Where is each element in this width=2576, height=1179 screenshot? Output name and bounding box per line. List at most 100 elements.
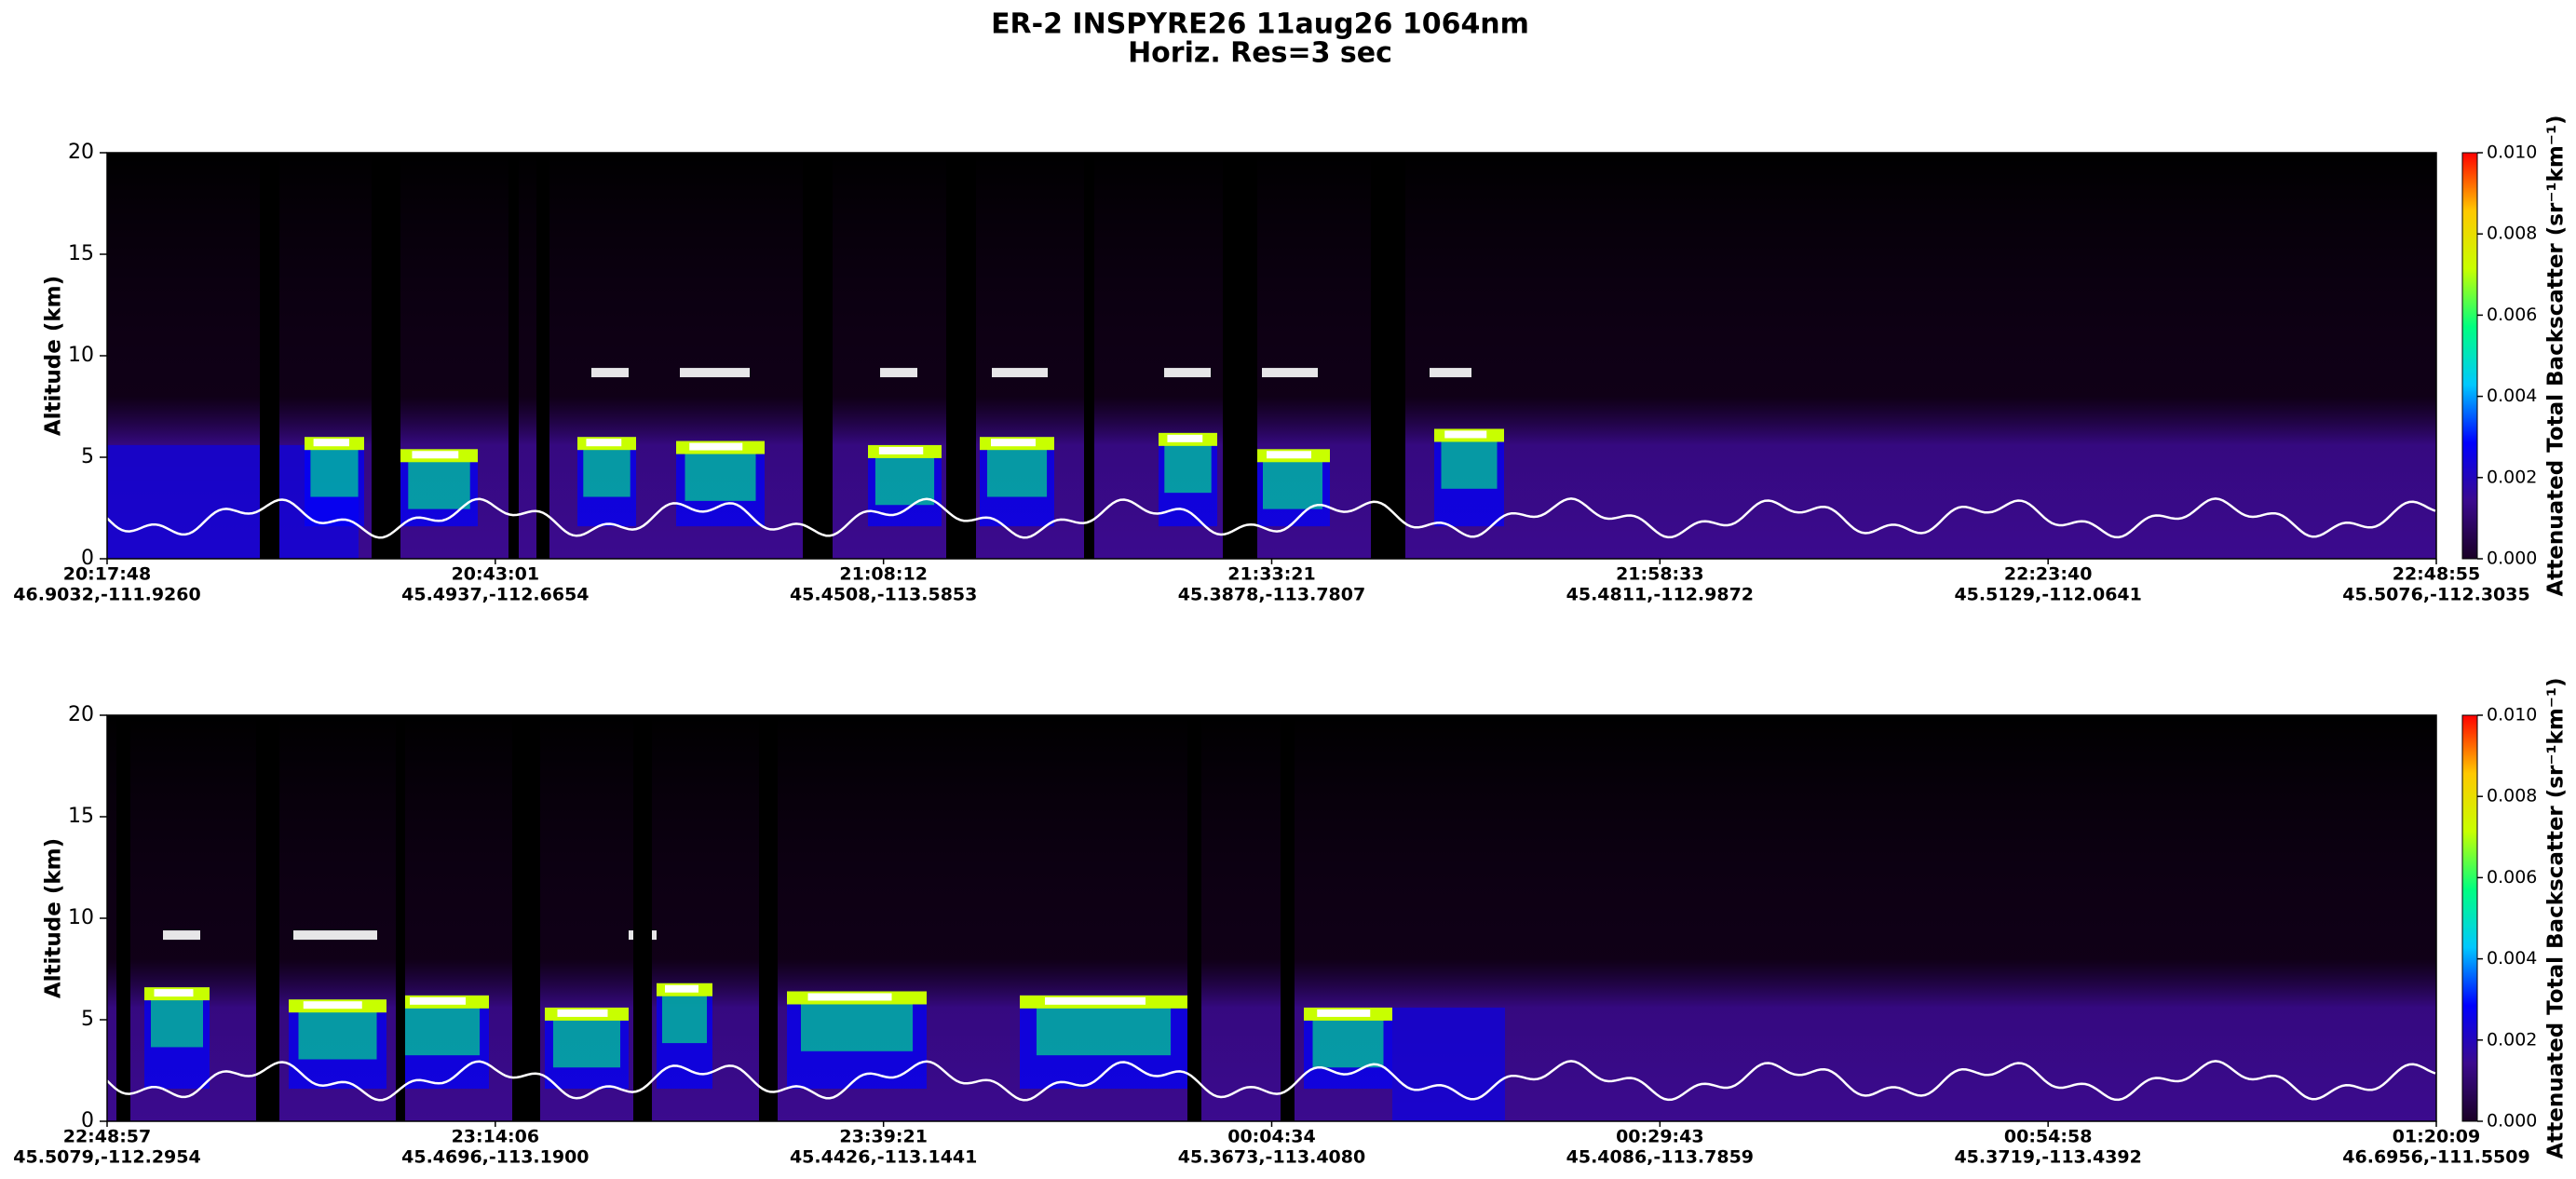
cloud-core [154,989,194,997]
data-gap [1223,153,1257,559]
cloud-core [586,439,622,447]
data-gap [1281,715,1295,1121]
colorbar-tick-label: 0.008 [2487,786,2537,806]
colorbar [2461,152,2478,560]
x-tick-time: 21:33:21 [1227,564,1316,585]
x-tick-location: 45.5129,-112.0641 [1954,585,2141,605]
cloud-core [1267,451,1311,459]
data-gap [508,153,519,559]
x-tick-time: 20:43:01 [452,564,540,585]
high-cloud [1262,368,1318,378]
y-axis-label: Altitude (km) [42,838,66,998]
high-cloud [293,930,377,941]
cloud-mid [1263,460,1322,509]
colorbar-tick-label: 0.008 [2487,224,2537,244]
x-tick-time: 22:23:40 [2004,564,2093,585]
cloud-core [665,984,698,993]
cloud-core [1167,434,1203,442]
high-cloud [591,368,629,378]
colorbar-tick-label: 0.004 [2487,948,2537,969]
cloud-core [991,439,1036,447]
colorbar-label: Attenuated Total Backscatter (sr⁻¹km⁻¹) [2544,115,2569,596]
cloud-mid [298,1010,377,1060]
y-axis-label: Altitude (km) [42,276,66,436]
cloud-core [313,439,349,447]
subtitle: Horiz. Res=3 sec [1128,37,1392,70]
x-tick-location: 45.3719,-113.4392 [1954,1147,2141,1168]
x-tick-time: 22:48:55 [2393,564,2481,585]
high-cloud [880,368,917,378]
x-tick-location: 46.9032,-111.9260 [13,585,200,605]
data-gap [256,715,279,1121]
data-gap [1187,715,1201,1121]
data-gap [803,153,833,559]
x-tick-time: 21:58:33 [1616,564,1704,585]
colorbar [2461,714,2478,1122]
y-tick-label: 5 [81,1008,94,1031]
cloud-mid [151,998,203,1048]
x-tick-time: 22:48:57 [63,1127,152,1147]
x-tick-time: 01:20:09 [2393,1127,2481,1147]
cloud-mid [987,448,1047,497]
colorbar-tick-label: 0.002 [2487,1029,2537,1050]
cloud-core [1444,430,1487,439]
curtain-image [107,715,2436,1121]
data-gap [633,715,652,1121]
cloud-core [303,1001,362,1010]
y-tick-label: 15 [68,242,94,265]
x-tick-location: 45.4811,-112.9872 [1566,585,1754,605]
cloud-core [807,993,892,1001]
y-tick-label: 10 [68,344,94,367]
data-gap [512,715,540,1121]
high-cloud [1164,368,1211,378]
high-cloud [992,368,1048,378]
high-cloud [1430,368,1471,378]
colorbar-tick-label: 0.002 [2487,467,2537,487]
x-tick-time: 00:54:58 [2004,1127,2093,1147]
cloud-mid [1441,440,1498,489]
cloud-mid [408,460,470,509]
surface-line [107,497,2436,539]
data-gap [372,153,400,559]
cloud-core [878,446,924,454]
cloud-core [1317,1009,1371,1017]
y-tick-label: 0 [81,547,94,570]
x-tick-time: 21:08:12 [839,564,928,585]
cloud-mid [310,448,359,497]
x-tick-time: 23:39:21 [839,1127,928,1147]
colorbar-tick-label: 0.010 [2487,705,2537,725]
cloud-core [412,451,459,459]
data-gap [116,715,130,1121]
y-tick-label: 15 [68,805,94,828]
data-gap [1084,153,1094,559]
data-gap [536,153,549,559]
x-tick-location: 45.4086,-113.7859 [1566,1147,1754,1168]
y-tick-label: 10 [68,906,94,929]
cloud-mid [801,1002,913,1051]
haze [1392,1007,1505,1121]
cloud-mid [583,448,630,497]
y-tick-label: 20 [68,141,94,164]
cloud-core [557,1009,608,1017]
cloud-mid [553,1018,620,1068]
curtain-image [107,153,2436,559]
cloud-mid [874,455,935,506]
x-tick-location: 45.4696,-113.1900 [401,1147,589,1168]
y-tick-label: 5 [81,445,94,468]
x-tick-time: 20:17:48 [63,564,152,585]
surface-line [107,1060,2436,1102]
colorbar-tick-label: 0.006 [2487,305,2537,325]
x-tick-location: 45.4508,-113.5853 [790,585,977,605]
cloud-mid [662,994,707,1044]
x-tick-location: 45.5076,-112.3035 [2342,585,2529,605]
cloud-mid [1037,1006,1171,1056]
cloud-core [1045,996,1146,1005]
x-tick-time: 23:14:06 [452,1127,540,1147]
cloud-mid [1164,443,1212,494]
high-cloud [163,930,200,941]
colorbar-tick-label: 0.004 [2487,386,2537,406]
high-cloud [680,368,750,378]
data-gap [396,715,405,1121]
colorbar-tick-label: 0.010 [2487,142,2537,163]
data-gap [260,153,279,559]
